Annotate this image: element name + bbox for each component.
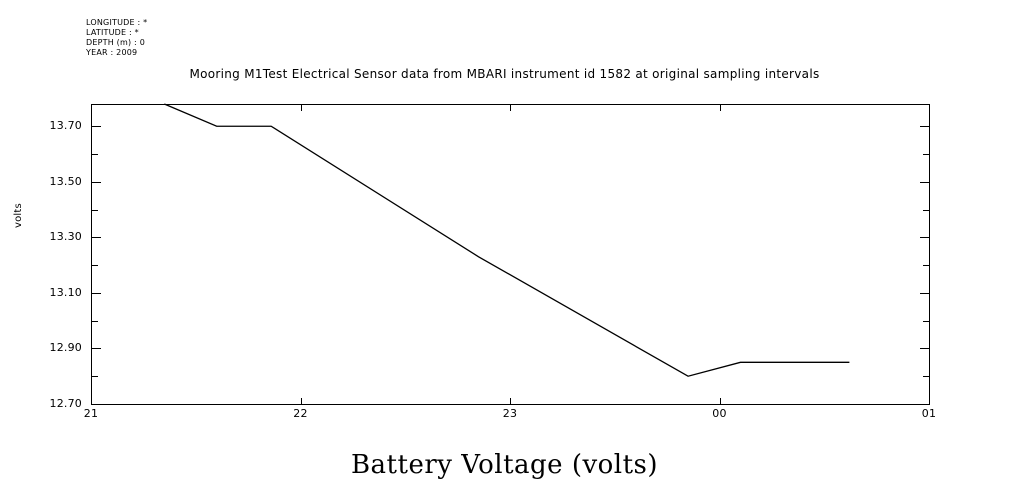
x-tick (719, 398, 721, 405)
x-axis-title: Battery Voltage (volts) (350, 450, 659, 480)
y-tick-label: 13.70 (49, 119, 82, 133)
y-tick-major (92, 237, 101, 239)
x-tick-top (510, 104, 511, 111)
y-tick-minor (92, 209, 98, 211)
y-tick-minor (92, 265, 98, 267)
metadata-longitude: LONGITUDE : * (86, 18, 148, 27)
y-tick-label: 12.90 (49, 341, 82, 355)
y-tick-major (92, 181, 101, 183)
metadata-latitude: LATITUDE : * (86, 28, 139, 37)
y-tick-minor-right (923, 209, 929, 211)
x-tick (929, 398, 930, 405)
y-tick-major-right (920, 292, 929, 294)
chart-title: Mooring M1Test Electrical Sensor data fr… (189, 67, 820, 81)
y-tick-major (92, 404, 101, 405)
metadata-header: LONGITUDE : * LATITUDE : * DEPTH (m) : 0… (86, 18, 147, 58)
x-tick-label: 23 (502, 407, 518, 420)
x-tick-label: 00 (712, 407, 727, 420)
y-tick-minor-right (923, 376, 929, 378)
y-tick-major-right (920, 126, 929, 128)
y-tick-label: 13.50 (49, 174, 82, 188)
x-tick-label: 01 (921, 407, 937, 420)
y-tick-minor-right (923, 320, 929, 322)
plot-frame-left (91, 104, 92, 405)
y-tick-minor (92, 376, 98, 378)
plot-frame-right (929, 104, 930, 405)
x-tick-top (719, 104, 721, 111)
y-tick-major-right (920, 181, 929, 183)
x-tick-top (300, 104, 302, 111)
y-axis-tick-labels: 12.70 12.90 13.10 13.30 13.50 13.70 (20, 104, 82, 410)
y-tick-major (92, 348, 101, 350)
y-tick-label: 13.30 (49, 230, 82, 244)
y-tick-major (92, 126, 101, 128)
metadata-year: YEAR : 2009 (86, 48, 138, 57)
y-tick-minor (92, 154, 98, 155)
y-tick-minor-right (923, 154, 929, 155)
y-tick-major-right (920, 348, 929, 350)
y-axis-title: volts (13, 203, 24, 228)
y-tick-major-right (920, 237, 929, 239)
x-tick (91, 398, 92, 405)
y-tick-major (92, 292, 101, 294)
y-tick-minor (92, 320, 98, 322)
y-tick-minor-right (923, 265, 929, 267)
x-tick (300, 398, 302, 405)
data-line-series (164, 103, 850, 377)
y-tick-major-right (920, 404, 929, 405)
x-tick-label: 22 (293, 407, 308, 420)
x-tick-label: 21 (83, 407, 99, 420)
y-tick-label: 12.70 (49, 397, 82, 410)
plot-area (91, 103, 930, 405)
x-tick (510, 398, 511, 405)
y-tick-label: 13.10 (49, 285, 82, 299)
metadata-depth: DEPTH (m) : 0 (86, 38, 145, 47)
